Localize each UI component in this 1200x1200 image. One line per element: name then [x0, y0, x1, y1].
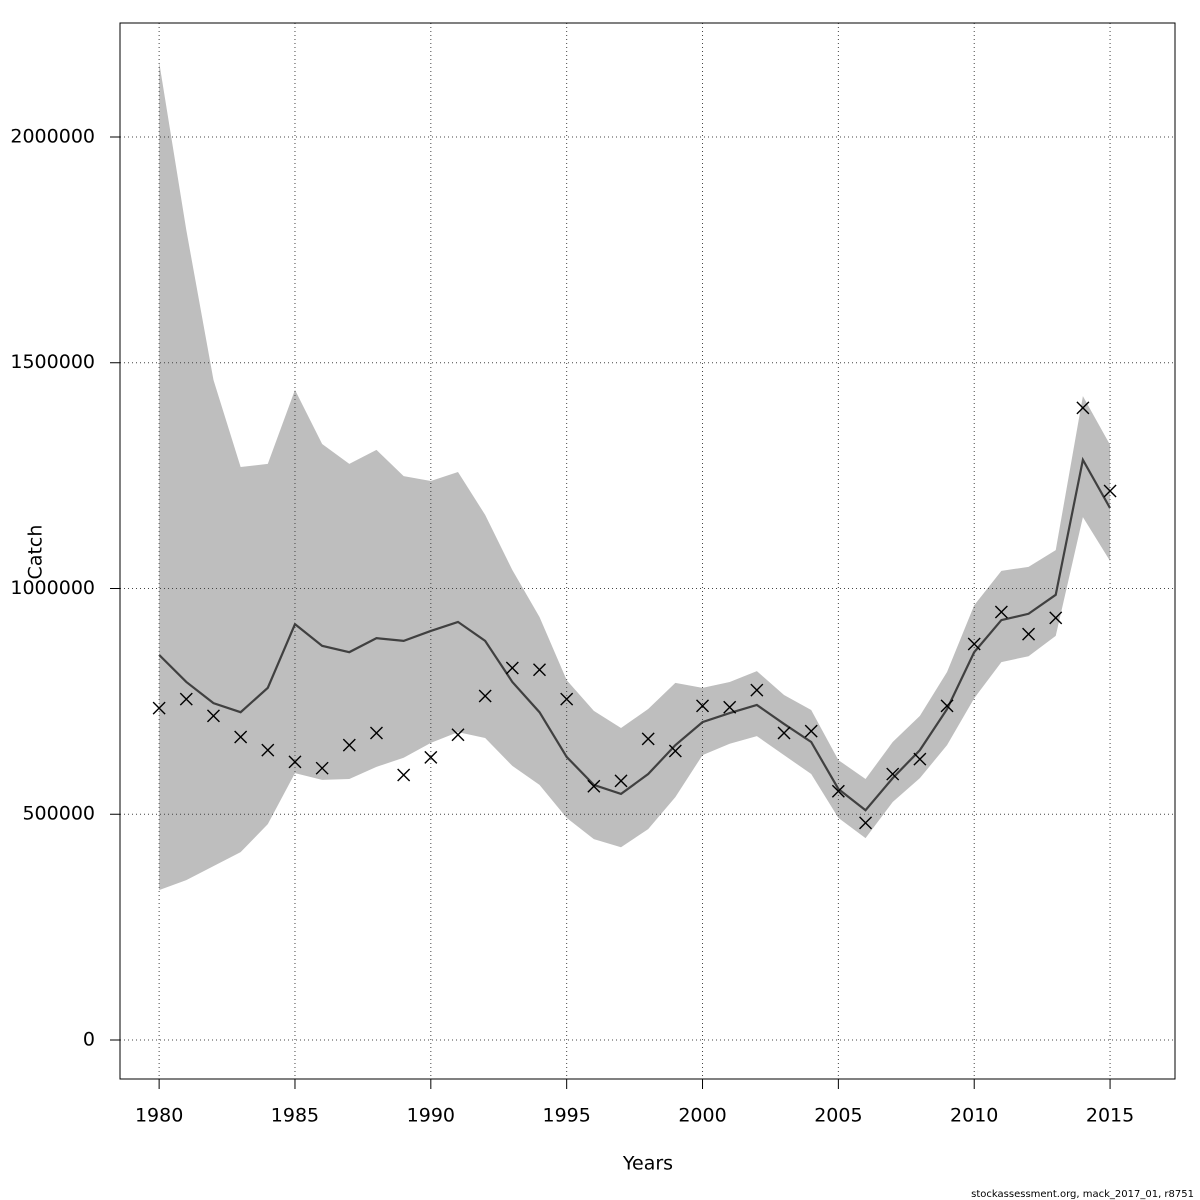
observed-marker [1049, 611, 1063, 625]
observed-marker [913, 752, 927, 766]
observed-marker [831, 784, 845, 798]
y-tick-label: 1000000 [10, 577, 95, 599]
x-tick-label: 2010 [950, 1105, 998, 1127]
footer: stockassessment.org, mack_2017_01, r8751 [971, 1189, 1194, 1200]
observed-marker [288, 755, 302, 769]
observed-marker [641, 732, 655, 746]
observed-marker [696, 699, 710, 713]
observed-marker [234, 730, 248, 744]
y-axis-label: Catch [25, 525, 47, 580]
observed-marker [777, 726, 791, 740]
observed-marker [179, 692, 193, 706]
observed-marker [668, 744, 682, 758]
fitted-line [158, 456, 1112, 812]
observed-marker [342, 738, 356, 752]
observed-marker [451, 728, 465, 742]
x-tick-label: 2015 [1086, 1105, 1134, 1127]
x-tick-label: 2000 [678, 1105, 726, 1127]
observed-marker [859, 816, 873, 830]
observed-marker [533, 663, 546, 677]
x-tick-label: 1985 [271, 1105, 319, 1127]
plot-frame [119, 22, 1176, 1080]
observed-marker [424, 750, 438, 764]
x-tick-label: 1980 [135, 1105, 183, 1127]
y-tick-label: 2000000 [10, 126, 95, 148]
y-tick-label: 0 [83, 1028, 95, 1050]
observed-marker [397, 768, 411, 782]
observed-marker [614, 774, 628, 788]
observed-marker [994, 605, 1008, 619]
observed-marker [560, 692, 574, 706]
x-tick-label: 1995 [542, 1105, 590, 1127]
y-tick-label: 500000 [22, 803, 95, 825]
observed-marker [967, 637, 981, 651]
observed-marker [940, 699, 954, 713]
observed-marker [886, 767, 900, 781]
observed-marker [261, 743, 275, 757]
observed-marker [1022, 627, 1036, 641]
x-tick-label: 2005 [814, 1105, 862, 1127]
observed-marker [587, 779, 601, 793]
observed-marker [1103, 484, 1117, 498]
observed-marker [723, 700, 737, 714]
observed-marker [1076, 401, 1090, 415]
observed-marker [152, 701, 166, 715]
observed-marker [315, 761, 329, 775]
observed-marker [804, 724, 818, 738]
observed-marker [478, 689, 492, 703]
observed-marker [206, 709, 220, 723]
observed-marker [750, 683, 764, 697]
x-tick-label: 1990 [407, 1105, 455, 1127]
observed-marker [505, 661, 519, 675]
x-axis-label: Years [622, 1153, 673, 1175]
confidence-band [159, 62, 1111, 891]
observed-marker [369, 726, 383, 740]
y-tick-label: 1500000 [10, 351, 95, 373]
